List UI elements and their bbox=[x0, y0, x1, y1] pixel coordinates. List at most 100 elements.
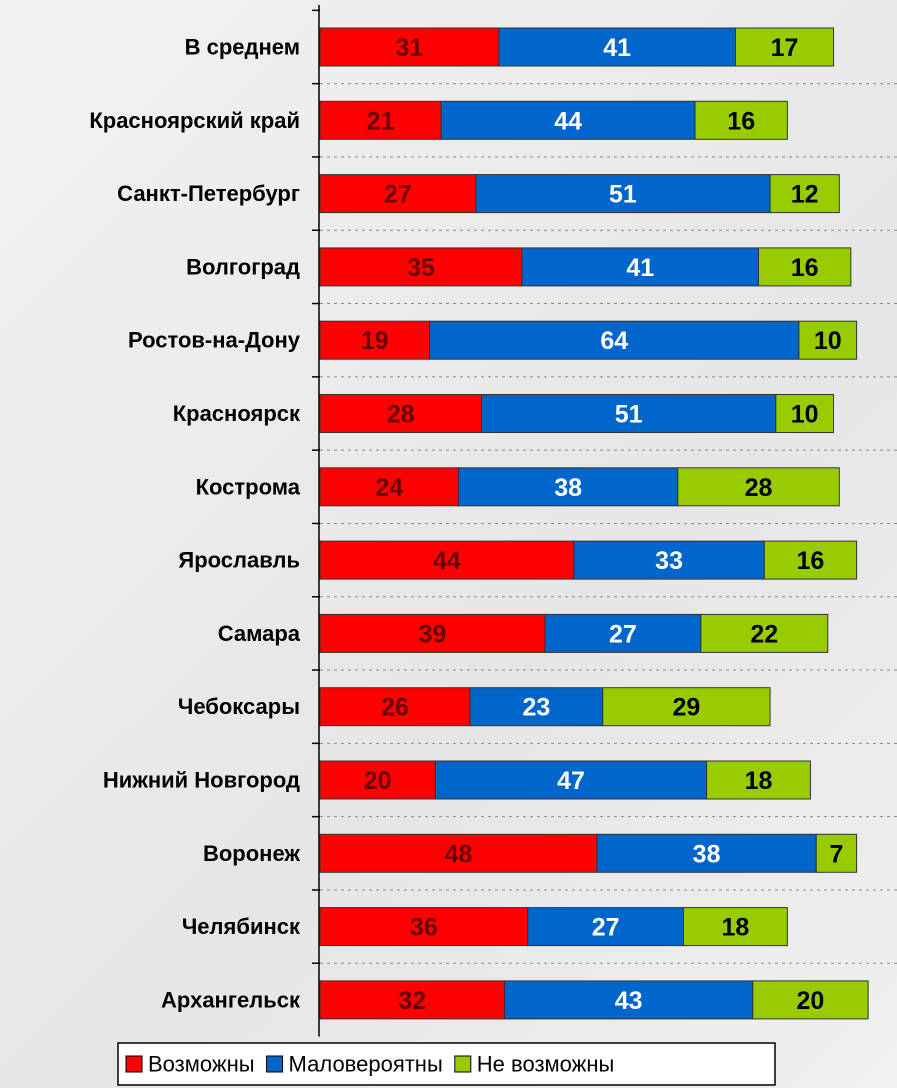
bar-segment bbox=[596, 833, 817, 873]
category-label: В среднем bbox=[185, 35, 300, 60]
value-label: 22 bbox=[750, 620, 778, 648]
bar-segment bbox=[798, 320, 858, 360]
bar-segment bbox=[573, 540, 765, 580]
bar-segment bbox=[521, 247, 760, 287]
value-label: 38 bbox=[554, 474, 582, 502]
bar-segment bbox=[434, 760, 708, 800]
bar-segment bbox=[319, 760, 436, 800]
category-label: Архангельск bbox=[161, 987, 301, 1012]
bar-segment bbox=[775, 394, 835, 433]
bar-segment bbox=[457, 467, 679, 507]
value-label: 17 bbox=[771, 34, 799, 62]
value-label: 43 bbox=[615, 987, 643, 1015]
value-label: 28 bbox=[745, 474, 773, 502]
value-label: 16 bbox=[727, 107, 755, 135]
value-label: 38 bbox=[693, 840, 721, 868]
value-label: 27 bbox=[609, 620, 637, 648]
value-label: 41 bbox=[626, 254, 654, 282]
bar-segment bbox=[677, 467, 840, 507]
legend-swatch bbox=[266, 1055, 284, 1073]
legend-box bbox=[117, 1042, 776, 1086]
bar-segment bbox=[504, 980, 754, 1020]
bar-segment bbox=[527, 907, 685, 947]
value-label: 18 bbox=[722, 914, 750, 942]
bar-segment bbox=[481, 394, 777, 433]
legend-swatch bbox=[454, 1055, 472, 1073]
bar-segment bbox=[763, 540, 858, 580]
value-label: 19 bbox=[361, 327, 389, 355]
legend-swatch bbox=[125, 1055, 143, 1073]
legend-label: Возможны bbox=[148, 1052, 255, 1077]
bar-segment bbox=[319, 687, 471, 727]
category-label: Самара bbox=[218, 621, 301, 646]
bar-segment bbox=[319, 100, 442, 140]
bar-segment bbox=[769, 174, 840, 214]
value-label: 26 bbox=[381, 694, 409, 722]
bar-segment bbox=[440, 100, 696, 140]
category-label: Красноярский край bbox=[89, 108, 300, 133]
legend-label: Маловероятны bbox=[289, 1052, 443, 1077]
bar-segment bbox=[319, 394, 483, 433]
bar-segment bbox=[319, 320, 431, 360]
value-label: 21 bbox=[367, 107, 395, 135]
bar-segment bbox=[319, 540, 575, 580]
bar-segment bbox=[706, 760, 811, 800]
bar-segment bbox=[319, 174, 477, 214]
value-label: 7 bbox=[829, 840, 843, 868]
value-label: 47 bbox=[557, 767, 585, 795]
value-label: 32 bbox=[398, 987, 426, 1015]
value-label: 39 bbox=[419, 620, 447, 648]
value-label: 36 bbox=[410, 914, 438, 942]
value-label: 64 bbox=[600, 327, 628, 355]
value-label: 41 bbox=[603, 34, 631, 62]
value-label: 24 bbox=[375, 474, 403, 502]
bar-segment bbox=[694, 100, 788, 140]
value-label: 12 bbox=[791, 181, 819, 209]
value-label: 44 bbox=[554, 107, 582, 135]
value-label: 18 bbox=[745, 767, 773, 795]
value-label: 10 bbox=[791, 401, 819, 429]
value-label: 35 bbox=[407, 254, 435, 282]
bar-segment bbox=[319, 833, 598, 873]
value-label: 20 bbox=[797, 987, 825, 1015]
value-label: 10 bbox=[814, 327, 842, 355]
category-label: Нижний Новгород bbox=[103, 768, 300, 793]
value-label: 31 bbox=[396, 34, 424, 62]
value-label: 48 bbox=[445, 840, 473, 868]
bar-segment bbox=[683, 907, 788, 947]
category-label: Челябинск bbox=[182, 914, 301, 939]
value-label: 27 bbox=[592, 914, 620, 942]
value-label: 20 bbox=[364, 767, 392, 795]
value-label: 16 bbox=[791, 254, 819, 282]
legend-label: Не возможны bbox=[477, 1052, 615, 1077]
bar-segment bbox=[758, 247, 852, 287]
bar-segment bbox=[319, 907, 529, 947]
category-label: Чебоксары bbox=[178, 694, 300, 719]
bar-segment bbox=[734, 27, 835, 67]
bar-segment bbox=[815, 833, 858, 873]
bar-segment bbox=[475, 174, 771, 214]
bar-segment bbox=[319, 247, 523, 287]
value-label: 23 bbox=[522, 694, 550, 722]
bar-segment bbox=[498, 27, 736, 67]
category-label: Красноярск bbox=[173, 401, 301, 426]
bar-segment bbox=[700, 613, 829, 653]
category-label: Ярославль bbox=[178, 548, 300, 573]
bar-segment bbox=[544, 613, 702, 653]
bar-segment bbox=[469, 687, 604, 727]
bar-segment bbox=[319, 980, 506, 1020]
bar-segment bbox=[429, 320, 800, 360]
category-label: Воронеж bbox=[203, 841, 300, 866]
category-label: Санкт-Петербург bbox=[117, 181, 300, 206]
value-label: 44 bbox=[433, 547, 461, 575]
bar-segment bbox=[602, 687, 771, 727]
bar-segment bbox=[752, 980, 869, 1020]
value-label: 27 bbox=[384, 181, 412, 209]
value-label: 28 bbox=[387, 401, 415, 429]
category-label: Ростов-на-Дону bbox=[128, 328, 301, 353]
value-label: 29 bbox=[672, 694, 700, 722]
value-label: 16 bbox=[797, 547, 825, 575]
value-label: 51 bbox=[615, 401, 643, 429]
value-label: 33 bbox=[655, 547, 683, 575]
